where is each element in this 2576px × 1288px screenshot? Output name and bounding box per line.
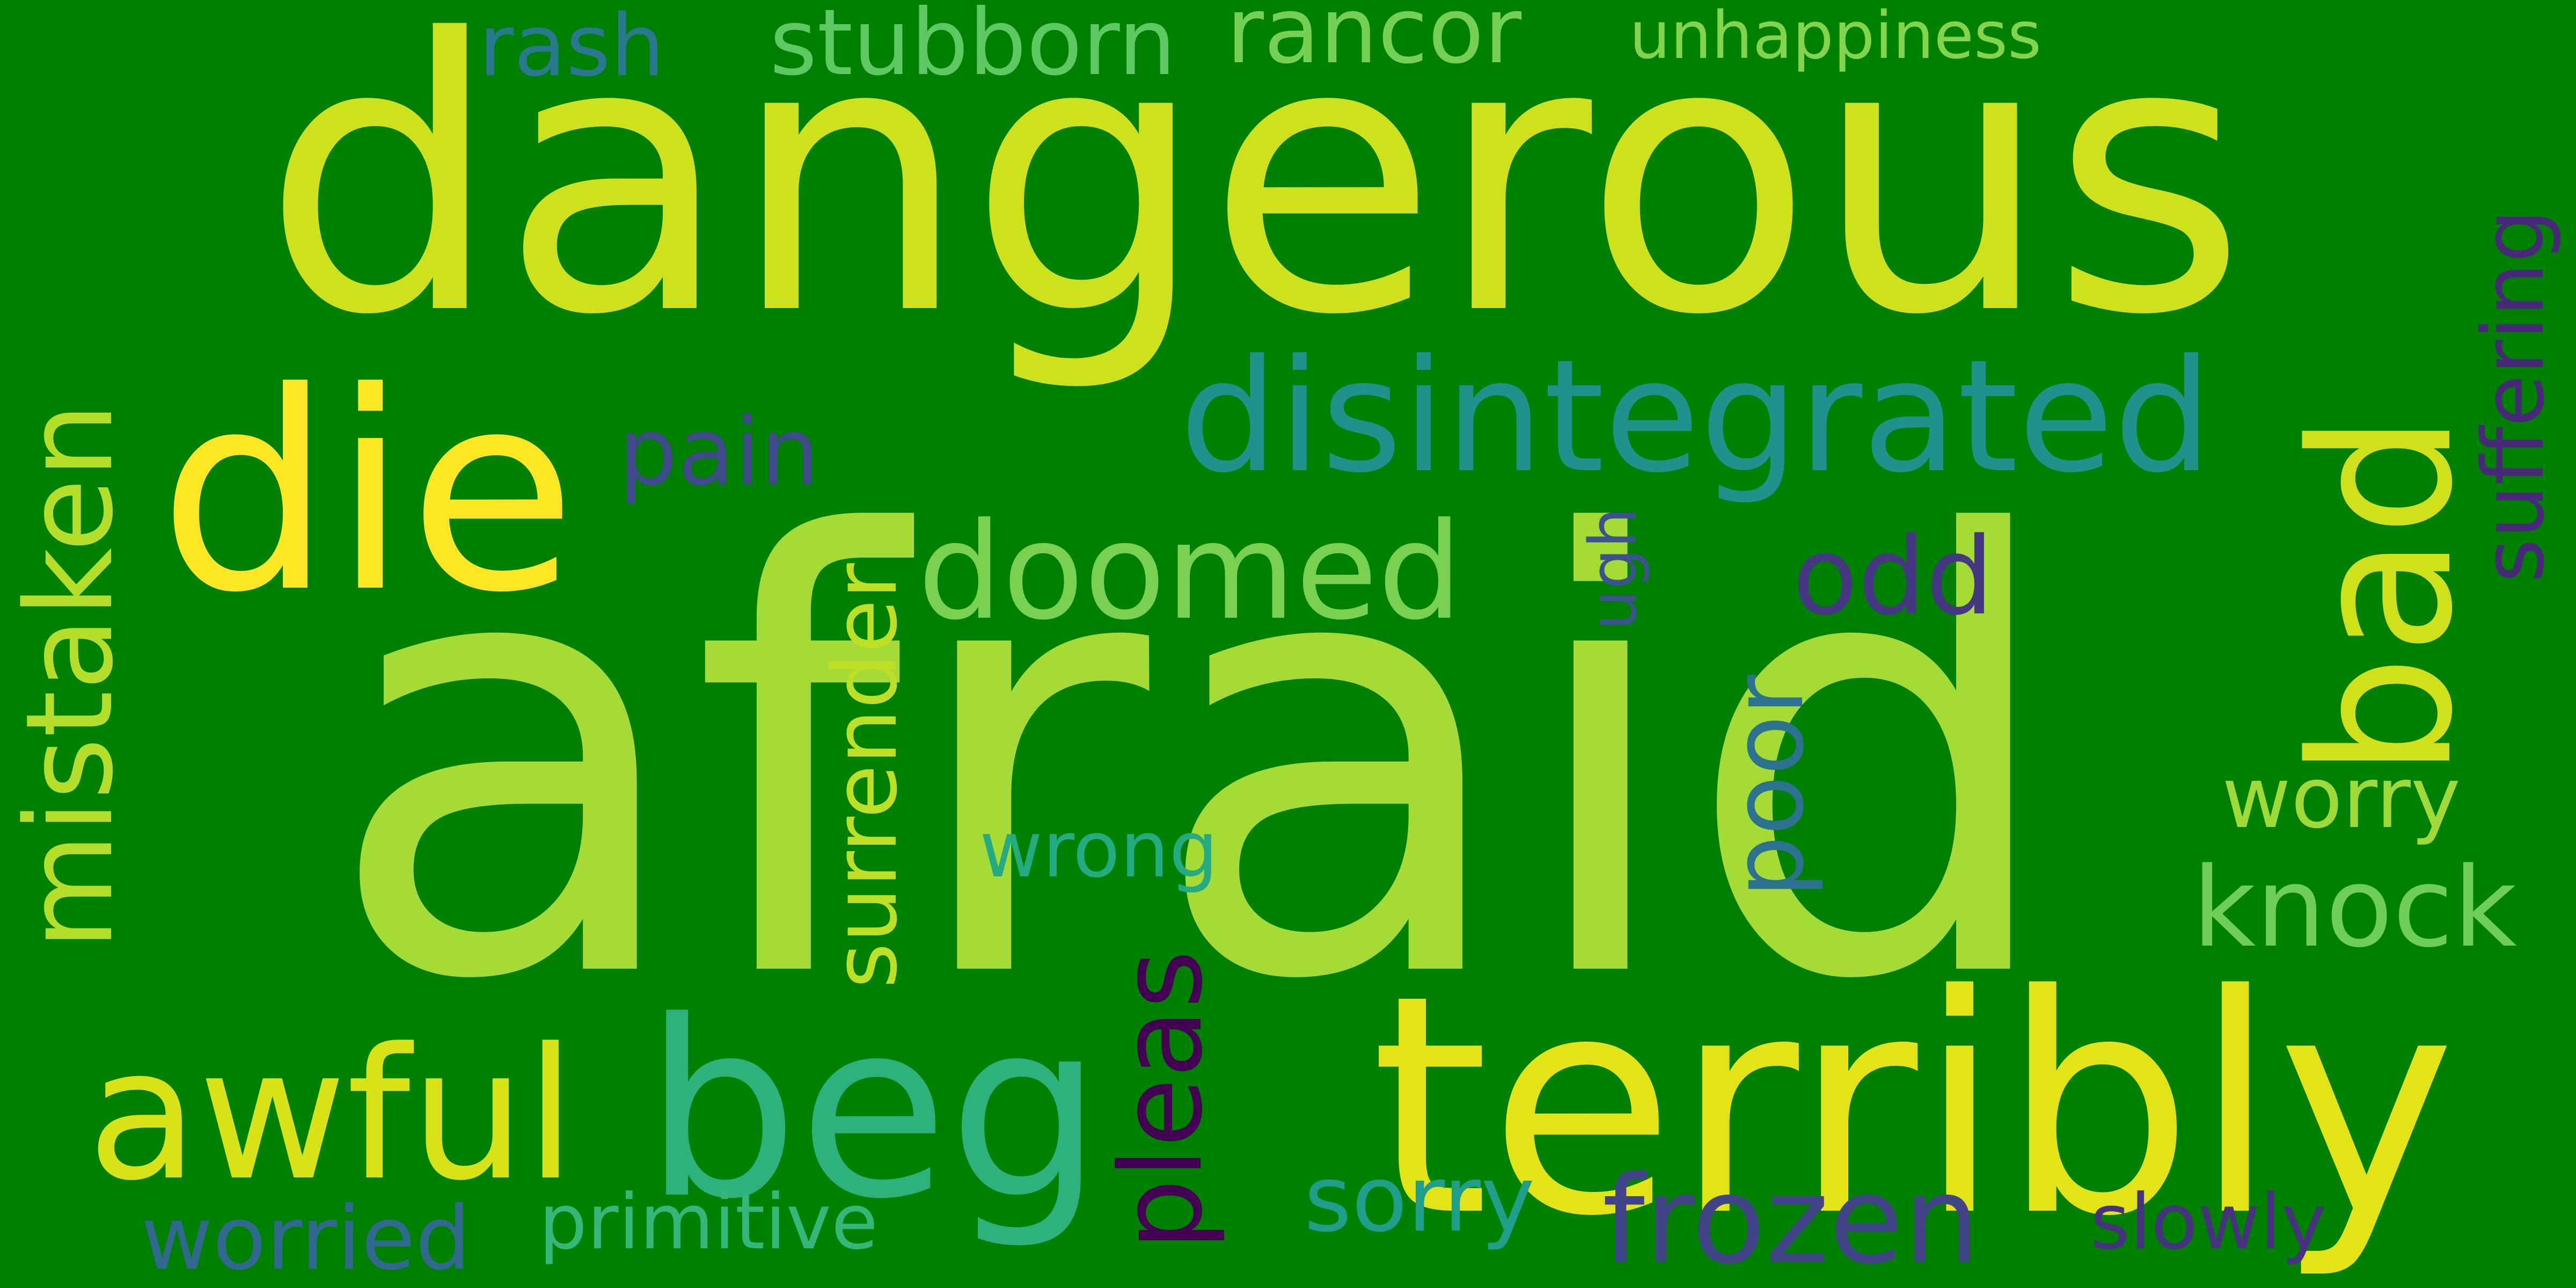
word-knock: knock	[2192, 844, 2517, 972]
word-awful: awful	[87, 1008, 576, 1220]
word-bad: bad	[2270, 413, 2496, 778]
word-slowly: slowly	[2090, 1177, 2326, 1267]
word-odd: odd	[1792, 514, 1994, 639]
word-ugh: ugh	[1576, 507, 1651, 631]
word-wrong: wrong	[979, 804, 1218, 895]
word-surrender: surrender	[814, 562, 917, 989]
word-worry: worry	[2222, 749, 2461, 847]
word-stubborn: stubborn	[770, 0, 1176, 96]
word-pleas: pleas	[1096, 950, 1227, 1250]
word-frozen: frozen	[1602, 1150, 1980, 1288]
word-beg: beg	[644, 969, 1103, 1252]
word-worried: worried	[141, 1187, 471, 1288]
word-doomed: doomed	[918, 493, 1462, 649]
word-pain: pain	[618, 397, 820, 506]
word-sorry: sorry	[1304, 1146, 1535, 1253]
word-rancor: rancor	[1226, 0, 1522, 84]
word-mistaken: mistaken	[0, 402, 140, 950]
word-unhappiness: unhappiness	[1629, 0, 2041, 74]
word-dangerous: dangerous	[262, 0, 2247, 397]
word-rash: rash	[479, 0, 665, 96]
word-die: die	[158, 334, 577, 653]
word-terribly: terribly	[1371, 931, 2456, 1282]
word-suffering: suffering	[2465, 209, 2563, 583]
word-poor: poor	[1711, 675, 1826, 898]
word-disintegrated: disintegrated	[1180, 327, 2213, 507]
word-afraid: afraid	[324, 411, 2065, 1110]
word-primitive: primitive	[539, 1177, 879, 1267]
